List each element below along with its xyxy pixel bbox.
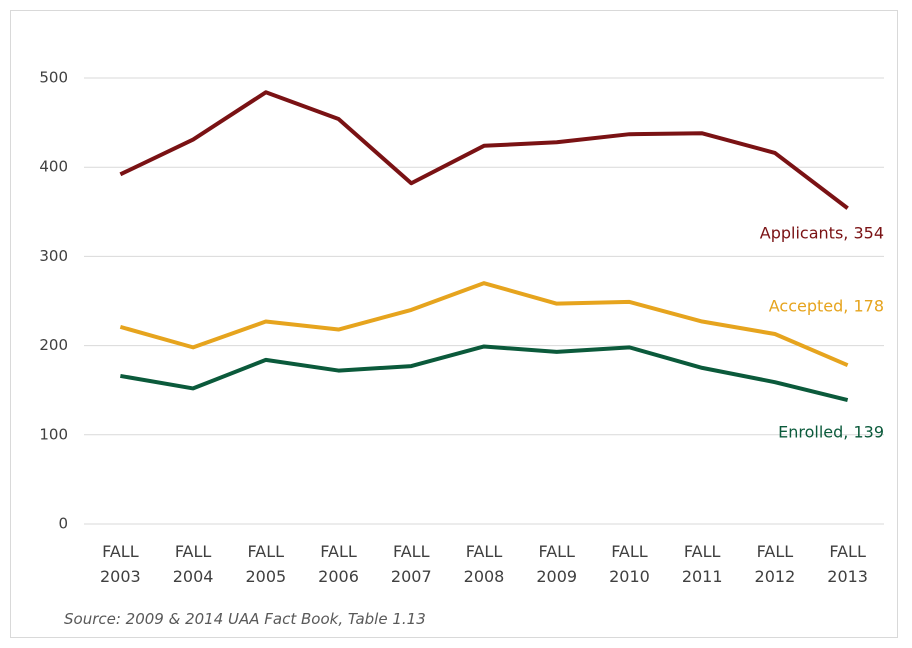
data-label: Applicants, 354 <box>760 224 884 243</box>
series-line <box>120 344 849 402</box>
x-tick-label: FALL 2009 <box>536 542 578 586</box>
x-tick-label: FALL 2008 <box>463 542 505 586</box>
x-tick-label: FALL 2006 <box>318 542 359 586</box>
x-tick-label: FALL 2007 <box>390 542 432 586</box>
y-tick-label: 500 <box>39 69 68 87</box>
y-tick-label: 400 <box>39 158 68 176</box>
data-label: Accepted, 178 <box>769 297 884 316</box>
x-tick-label: FALL 2011 <box>681 542 723 586</box>
x-tick-label: FALL 2004 <box>172 542 214 586</box>
x-tick-label: FALL 2005 <box>245 542 287 586</box>
data-label: Enrolled, 139 <box>778 423 884 442</box>
x-tick-label: FALL 2003 <box>100 542 141 586</box>
y-tick-label: 0 <box>58 515 68 533</box>
y-tick-label: 200 <box>39 336 68 354</box>
series-line <box>119 90 849 210</box>
y-tick-label: 100 <box>39 425 68 443</box>
chart-frame <box>10 10 898 638</box>
x-tick-label: FALL 2010 <box>609 542 650 586</box>
y-tick-label: 300 <box>39 247 68 265</box>
source-note: Source: 2009 & 2014 UAA Fact Book, Table… <box>64 610 426 628</box>
x-tick-label: FALL 2012 <box>754 542 796 586</box>
x-tick-label: FALL 2013 <box>827 542 868 586</box>
series-line <box>119 281 849 368</box>
